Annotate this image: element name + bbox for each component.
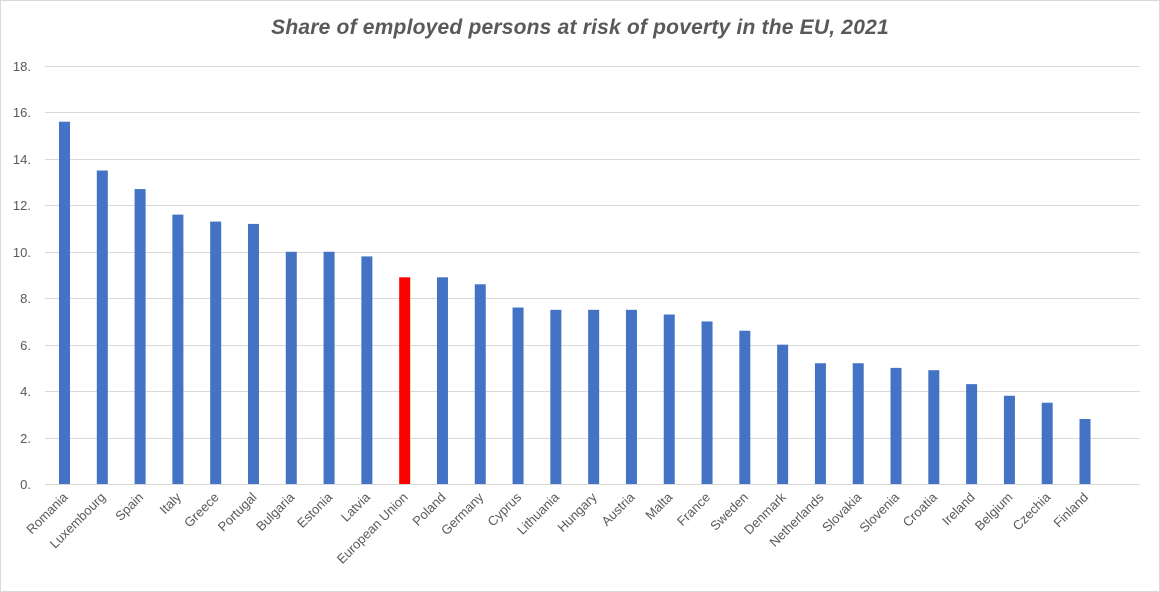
bar — [625, 309, 637, 484]
x-tick-label: Finland — [1050, 490, 1091, 531]
x-tick-label: Czechia — [1010, 489, 1054, 533]
x-tick-label: Austria — [598, 489, 638, 529]
chart-title: Share of employed persons at risk of pov… — [271, 16, 889, 39]
x-tick-label: Croatia — [900, 489, 941, 530]
x-tick-label: European Union — [334, 490, 411, 567]
bar — [134, 189, 146, 484]
bar — [588, 309, 600, 484]
bar — [928, 370, 940, 484]
bar — [1079, 418, 1091, 484]
bar — [739, 330, 751, 484]
y-tick-label: 6. — [20, 338, 31, 353]
bar — [59, 121, 70, 484]
bar — [777, 344, 789, 484]
x-tick-label: Belgium — [972, 490, 1016, 534]
x-tick-label: Italy — [157, 489, 185, 517]
x-tick-label: Germany — [438, 489, 487, 538]
x-tick-label: Malta — [642, 489, 676, 523]
bar — [172, 214, 184, 484]
bar — [399, 277, 411, 484]
y-tick-label: 14. — [13, 152, 31, 167]
bar — [247, 223, 259, 484]
bar — [474, 284, 486, 484]
bar — [1041, 402, 1053, 484]
bar — [361, 256, 373, 484]
y-tick-label: 0. — [20, 477, 31, 492]
y-tick-label: 16. — [13, 105, 31, 120]
y-tick-label: 8. — [20, 291, 31, 306]
bar — [512, 307, 524, 484]
y-tick-label: 18. — [13, 59, 31, 74]
x-tick-label: Bulgaria — [253, 489, 298, 534]
bar — [96, 170, 108, 484]
y-tick-label: 2. — [20, 431, 31, 446]
x-tick-label: Latvia — [338, 489, 374, 525]
y-tick-label: 4. — [20, 384, 31, 399]
bar — [814, 363, 826, 484]
bar — [966, 384, 978, 484]
bar — [1003, 395, 1015, 484]
bar — [285, 251, 297, 484]
bar — [890, 367, 902, 484]
bar — [701, 321, 713, 484]
y-tick-label: 10. — [13, 245, 31, 260]
bar — [323, 251, 335, 484]
x-tick-label: Portugal — [215, 489, 260, 534]
bar — [550, 309, 562, 484]
x-tick-label: Estonia — [294, 489, 336, 531]
x-tick-label: Spain — [112, 490, 146, 524]
x-tick-label: Slovenia — [856, 489, 902, 535]
bar — [852, 363, 864, 484]
x-tick-label: Slovakia — [819, 489, 865, 535]
x-tick-label: Lithuania — [514, 489, 562, 537]
bar — [663, 314, 675, 484]
bar — [436, 277, 448, 484]
y-tick-label: 12. — [13, 198, 31, 213]
bar — [210, 221, 222, 484]
x-tick-label: Hungary — [554, 489, 600, 535]
